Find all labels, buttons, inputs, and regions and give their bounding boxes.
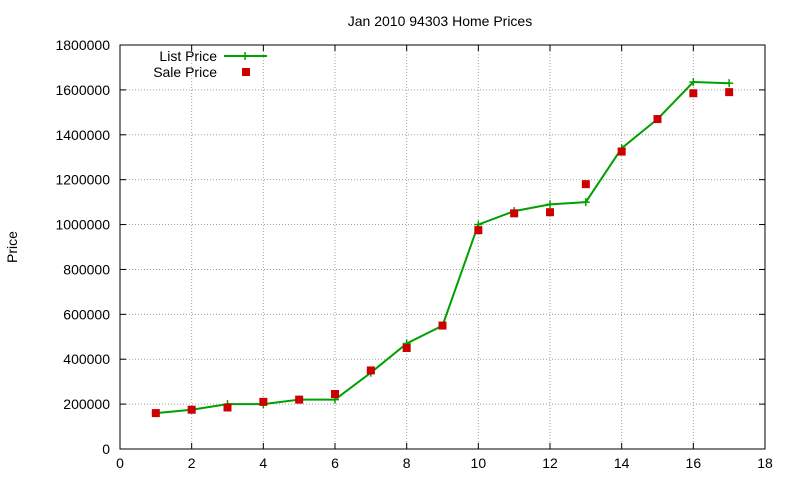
grid: [120, 45, 765, 449]
sale-price-point: [653, 115, 662, 124]
y-tick-label: 0: [102, 441, 110, 457]
sale-price-point: [187, 405, 196, 414]
legend-label: Sale Price: [153, 64, 217, 80]
x-tick-label: 10: [471, 455, 487, 471]
y-tick-label: 600000: [63, 306, 110, 322]
y-tick-label: 1400000: [55, 127, 110, 143]
list-price-point: [689, 78, 698, 87]
list-price-point: [725, 79, 734, 88]
x-tick-label: 6: [331, 455, 339, 471]
plot-frame: [119, 44, 766, 450]
sale-price-point: [510, 209, 519, 218]
sale-price-point: [438, 321, 447, 330]
y-tick-label: 1800000: [55, 37, 110, 53]
sale-price-point: [366, 366, 375, 375]
sale-price-point: [259, 397, 268, 406]
sale-price-point: [581, 180, 590, 189]
y-tick-label: 800000: [63, 261, 110, 277]
x-tick-label: 12: [542, 455, 558, 471]
y-tick-label: 200000: [63, 396, 110, 412]
x-tick-label: 8: [403, 455, 411, 471]
x-tick-label: 16: [686, 455, 702, 471]
x-tick-label: 0: [116, 455, 124, 471]
list-price-line: [155, 80, 730, 415]
sale-price-point: [331, 390, 339, 399]
legend-square-sample: [242, 68, 250, 76]
sale-price-point: [151, 409, 160, 418]
legend-plus-sample: [241, 52, 249, 60]
x-tick-label: 14: [614, 455, 630, 471]
axis-ticks: 0 2 4 6 8 10 12 14 16 18 0 200000 400000 600000 800000…: [55, 37, 773, 471]
y-axis-label: Price: [4, 231, 20, 263]
sale-price-point: [689, 89, 698, 98]
x-tick-label: 4: [259, 455, 267, 471]
series-layer: [151, 78, 734, 418]
sale-price-point: [725, 88, 734, 97]
y-tick-label: 1200000: [55, 172, 110, 188]
list-price-point: [581, 198, 590, 207]
y-tick-label: 400000: [63, 351, 110, 367]
x-tick-label: 2: [188, 455, 196, 471]
legend-label: List Price: [159, 48, 217, 64]
chart-title: Jan 2010 94303 Home Prices: [348, 13, 532, 29]
sale-price-point: [402, 344, 411, 352]
sale-price-point: [474, 226, 483, 235]
sale-price-point: [223, 403, 232, 412]
sale-price-point: [546, 208, 554, 217]
y-tick-label: 1600000: [55, 82, 110, 98]
sale-price-point: [295, 395, 304, 404]
list-price-point: [546, 200, 554, 209]
sale-price-point: [617, 147, 626, 156]
y-tick-label: 1000000: [55, 217, 110, 233]
x-tick-label: 18: [757, 455, 773, 471]
